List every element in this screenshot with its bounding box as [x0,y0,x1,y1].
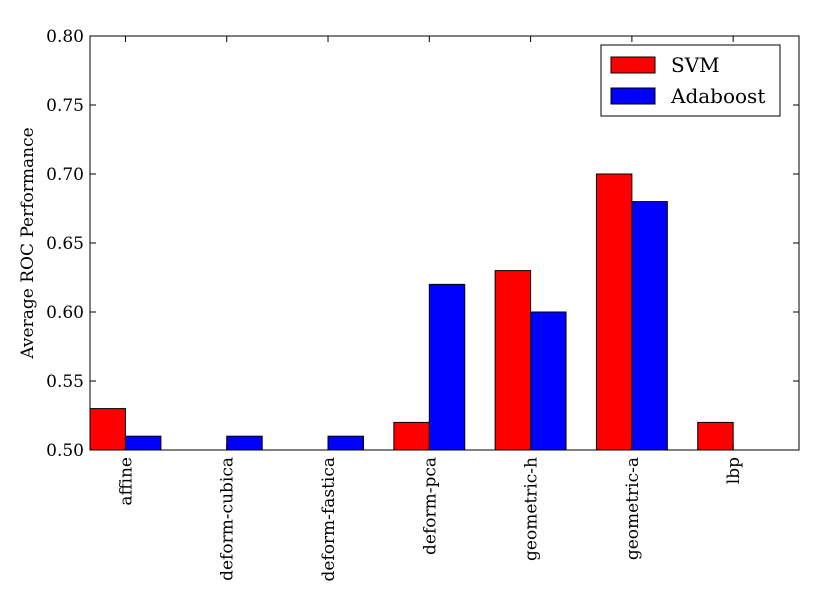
bars-group [89,173,734,451]
bar-adaboost-geometric-h [530,311,567,451]
y-tick-label: 0.65 [46,234,84,254]
legend-swatch-adaboost [610,87,656,105]
x-tick-label: geometric-a [623,457,643,560]
bar-svm-affine [89,408,126,451]
x-tick-label: deform-pca [420,457,440,555]
y-axis-ticks: 0.50 0.55 0.60 0.65 0.70 0.75 0.80 [46,27,799,461]
legend-swatch-svm [610,56,656,74]
legend: SVM Adaboost [600,44,781,117]
y-axis-title: Average ROC Performance [18,127,38,359]
y-tick-label: 0.75 [46,96,84,116]
x-tick-label: deform-cubica [218,457,238,581]
y-tick-label: 0.60 [46,303,84,323]
bar-svm-deform-pca [393,421,430,451]
x-tick-label: affine [116,457,136,506]
bar-adaboost-affine [124,435,162,451]
bar-svm-lbp [697,421,734,451]
plot-frame [89,35,800,451]
legend-label-svm: SVM [671,53,720,77]
legend-label-adaboost: Adaboost [670,84,765,108]
bar-adaboost-deform-pca [428,283,466,451]
x-tick-label: deform-fastica [319,457,339,582]
y-tick-label: 0.80 [46,27,84,47]
x-tick-label: geometric-h [522,457,542,561]
x-tick-label: lbp [724,457,744,484]
x-axis-ticks: affine deform-cubica deform-fastica deform-… [116,36,744,582]
bar-svm-geometric-h [494,270,532,451]
bar-adaboost-geometric-a [631,201,668,451]
bar-svm-geometric-a [595,173,633,451]
y-tick-label: 0.50 [46,441,84,461]
y-tick-label: 0.55 [46,372,84,392]
bar-adaboost-deform-fastica [327,435,364,451]
y-tick-label: 0.70 [46,165,84,185]
bar-adaboost-deform-cubica [226,435,263,451]
